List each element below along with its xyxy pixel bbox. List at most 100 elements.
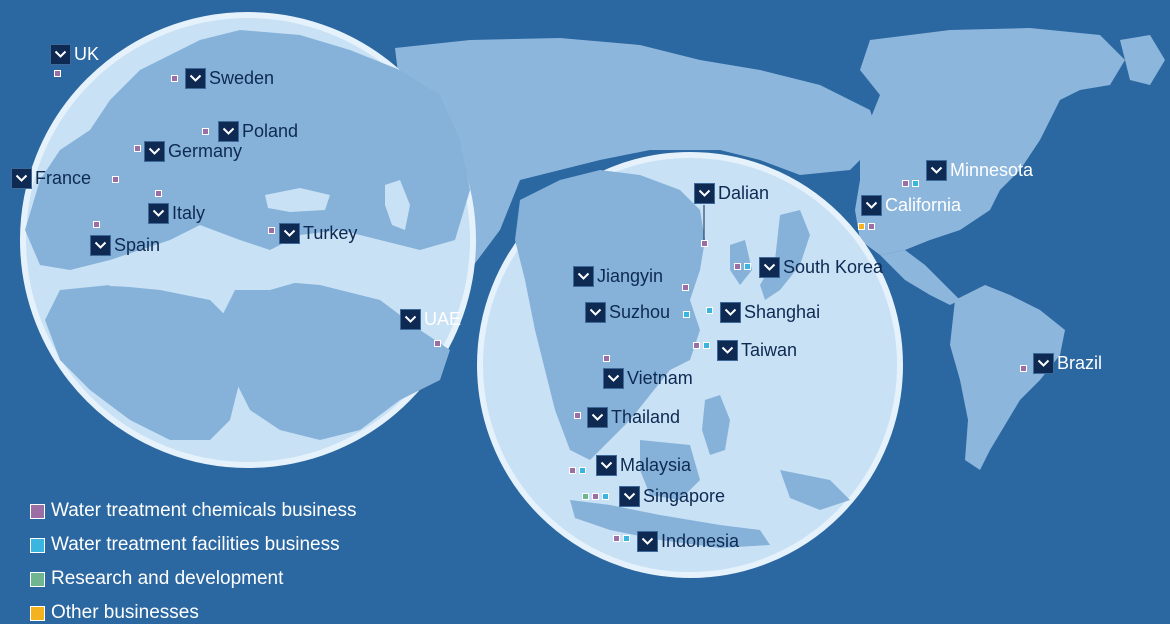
chevron-down-icon[interactable]: [11, 168, 32, 189]
chevron-down-icon[interactable]: [218, 121, 239, 142]
location-minnesota[interactable]: Minnesota: [926, 160, 1033, 181]
chevron-down-icon[interactable]: [144, 141, 165, 162]
legend-item-research: Research and development: [30, 562, 357, 596]
land-borneo: [640, 440, 700, 500]
location-indonesia[interactable]: Indonesia: [637, 531, 739, 552]
chevron-down-icon[interactable]: [573, 266, 594, 287]
location-label-uk[interactable]: UK: [74, 44, 100, 64]
land-greenland: [1120, 35, 1165, 85]
location-label-indonesia[interactable]: Indonesia: [661, 531, 740, 551]
location-label-south-korea[interactable]: South Korea: [783, 257, 884, 277]
land-europe: [25, 30, 470, 270]
business-dots-france: [112, 176, 119, 183]
location-suzhou[interactable]: Suzhou: [585, 302, 670, 323]
location-shanghai[interactable]: Shanghai: [720, 302, 820, 323]
location-label-thailand[interactable]: Thailand: [611, 407, 681, 427]
location-south-korea[interactable]: South Korea: [759, 257, 883, 278]
location-label-jiangyin[interactable]: Jiangyin: [597, 266, 664, 286]
location-spain[interactable]: Spain: [90, 235, 160, 256]
chevron-down-icon[interactable]: [585, 302, 606, 323]
business-dot-chemicals: [613, 535, 620, 542]
location-thailand[interactable]: Thailand: [587, 407, 680, 428]
business-dots-sweden: [171, 75, 178, 82]
business-dot-chemicals: [574, 412, 581, 419]
business-dots-poland: [202, 128, 209, 135]
location-label-suzhou[interactable]: Suzhou: [609, 302, 671, 322]
location-brazil[interactable]: Brazil: [1033, 353, 1102, 374]
chevron-down-icon[interactable]: [185, 68, 206, 89]
legend-label-facilities: Water treatment facilities business: [51, 534, 340, 555]
business-dots-singapore: [582, 493, 609, 500]
location-label-taiwan[interactable]: Taiwan: [741, 340, 798, 360]
location-singapore[interactable]: Singapore: [619, 486, 725, 507]
business-dots-south-korea: [734, 263, 751, 270]
land-south-america: [950, 285, 1065, 470]
chevron-down-icon[interactable]: [400, 309, 421, 330]
business-dot-chemicals: [93, 221, 100, 228]
chevron-down-icon[interactable]: [279, 223, 300, 244]
business-dots-indonesia: [613, 535, 630, 542]
chevron-down-icon[interactable]: [720, 302, 741, 323]
location-label-dalian[interactable]: Dalian: [718, 183, 770, 203]
business-dots-malaysia: [569, 467, 586, 474]
land-indonesia: [570, 500, 770, 548]
chevron-down-icon[interactable]: [619, 486, 640, 507]
chevron-down-icon[interactable]: [759, 257, 780, 278]
location-france[interactable]: France: [11, 168, 91, 189]
location-label-uae[interactable]: UAE: [424, 309, 462, 329]
location-jiangyin[interactable]: Jiangyin: [573, 266, 663, 287]
chevron-down-icon[interactable]: [717, 340, 738, 361]
location-label-italy[interactable]: Italy: [172, 203, 206, 223]
location-label-brazil[interactable]: Brazil: [1057, 353, 1103, 373]
chevron-down-icon[interactable]: [148, 203, 169, 224]
location-label-spain[interactable]: Spain: [114, 235, 161, 255]
location-label-turkey[interactable]: Turkey: [303, 223, 358, 243]
location-vietnam[interactable]: Vietnam: [603, 368, 693, 389]
chevron-down-icon[interactable]: [694, 183, 715, 204]
chevron-down-icon[interactable]: [603, 368, 624, 389]
location-germany[interactable]: Germany: [144, 141, 242, 162]
legend-label-research: Research and development: [51, 568, 284, 589]
business-dots-brazil: [1020, 365, 1027, 372]
business-dot-chemicals: [693, 342, 700, 349]
location-taiwan[interactable]: Taiwan: [717, 340, 797, 361]
business-dot-chemicals: [268, 227, 275, 234]
chevron-down-icon[interactable]: [861, 195, 882, 216]
location-label-california[interactable]: California: [885, 195, 962, 215]
sea-mediterranean: [90, 255, 305, 290]
business-dot-other: [858, 223, 865, 230]
chevron-down-icon[interactable]: [637, 531, 658, 552]
location-label-malaysia[interactable]: Malaysia: [620, 455, 692, 475]
chevron-down-icon[interactable]: [926, 160, 947, 181]
business-dots-california: [858, 223, 875, 230]
chevron-down-icon[interactable]: [587, 407, 608, 428]
business-dots-italy: [155, 190, 162, 197]
legend-swatch-chemicals: [30, 503, 45, 519]
business-dots-spain: [93, 221, 100, 228]
location-malaysia[interactable]: Malaysia: [596, 455, 691, 476]
location-uae[interactable]: UAE: [400, 309, 461, 330]
location-label-vietnam[interactable]: Vietnam: [627, 368, 693, 388]
location-italy[interactable]: Italy: [148, 203, 205, 224]
location-label-poland[interactable]: Poland: [242, 121, 299, 141]
location-poland[interactable]: Poland: [218, 121, 298, 142]
legend-label-chemicals: Water treatment chemicals business: [51, 500, 357, 521]
land-north-africa: [45, 285, 240, 440]
location-turkey[interactable]: Turkey: [279, 223, 357, 244]
location-label-germany[interactable]: Germany: [168, 141, 243, 161]
location-dalian[interactable]: Dalian: [694, 183, 769, 204]
location-uk[interactable]: UK: [50, 44, 99, 65]
chevron-down-icon[interactable]: [90, 235, 111, 256]
location-label-sweden[interactable]: Sweden: [209, 68, 275, 88]
location-label-minnesota[interactable]: Minnesota: [950, 160, 1034, 180]
location-label-france[interactable]: France: [35, 168, 92, 188]
business-dots-turkey: [268, 227, 275, 234]
location-california[interactable]: California: [861, 195, 961, 216]
chevron-down-icon[interactable]: [596, 455, 617, 476]
location-sweden[interactable]: Sweden: [185, 68, 274, 89]
chevron-down-icon[interactable]: [1033, 353, 1054, 374]
chevron-down-icon[interactable]: [50, 44, 71, 65]
location-label-singapore[interactable]: Singapore: [643, 486, 726, 506]
location-label-shanghai[interactable]: Shanghai: [744, 302, 821, 322]
business-dot-chemicals: [734, 263, 741, 270]
